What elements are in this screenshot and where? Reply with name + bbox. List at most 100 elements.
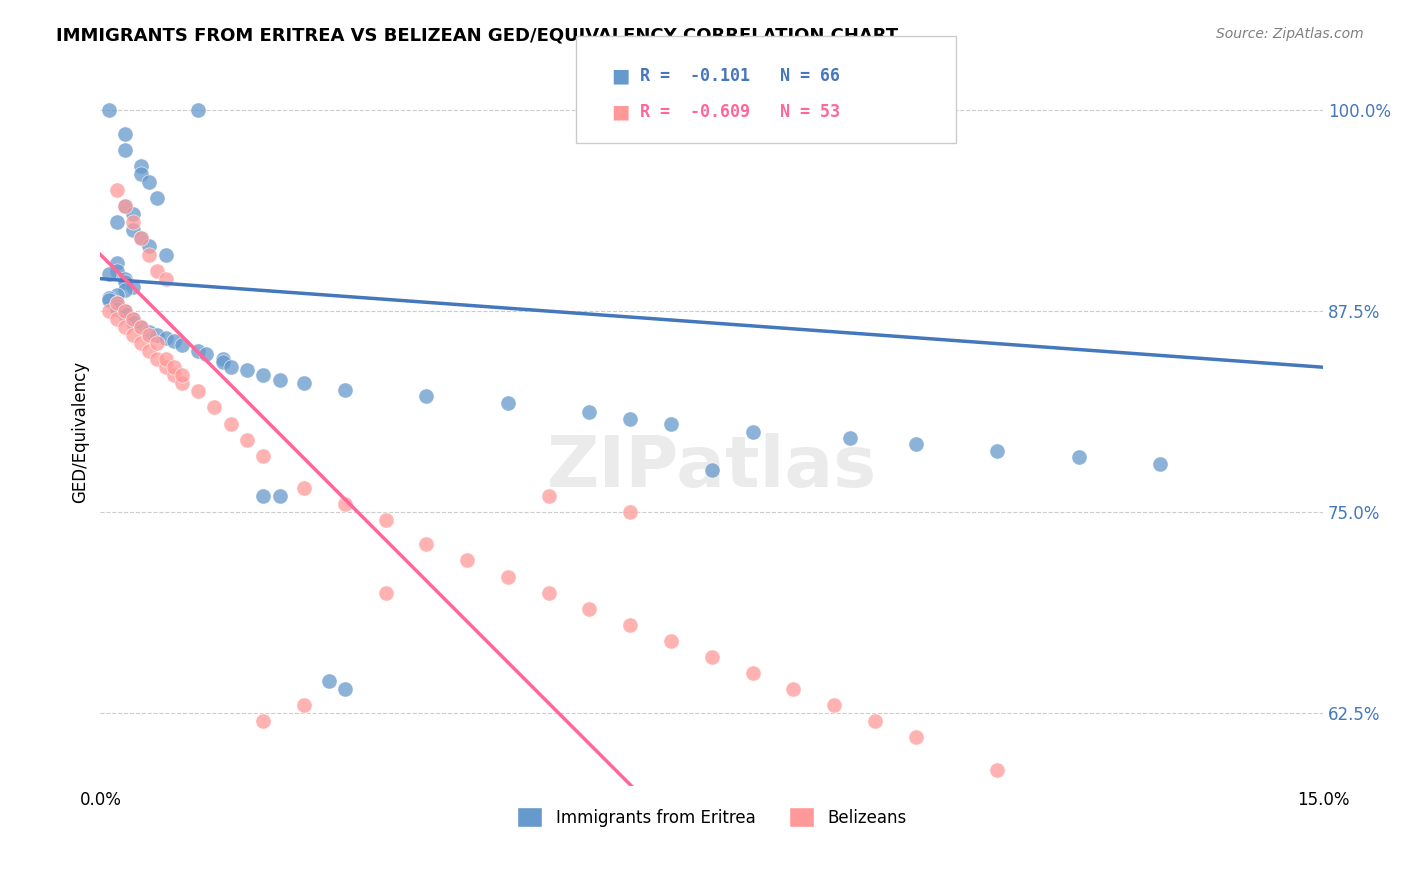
- Point: [138, 325, 160, 339]
- Point: [986, 444, 1008, 458]
- Point: [105, 287, 128, 301]
- Point: [138, 247, 160, 261]
- Point: [105, 299, 128, 313]
- Point: [333, 497, 356, 511]
- Point: [129, 320, 152, 334]
- Point: [155, 247, 177, 261]
- Point: [823, 698, 845, 713]
- Point: [146, 191, 169, 205]
- Point: [114, 275, 136, 289]
- Point: [122, 279, 145, 293]
- Point: [269, 489, 291, 503]
- Point: [146, 263, 169, 277]
- Point: [122, 315, 145, 329]
- Point: [105, 183, 128, 197]
- Y-axis label: GED/Equivalency: GED/Equivalency: [72, 360, 89, 503]
- Point: [333, 682, 356, 697]
- Point: [211, 352, 233, 367]
- Point: [187, 103, 209, 117]
- Point: [252, 449, 274, 463]
- Point: [97, 293, 120, 307]
- Point: [163, 360, 186, 375]
- Point: [122, 312, 145, 326]
- Point: [105, 215, 128, 229]
- Point: [195, 347, 218, 361]
- Point: [97, 291, 120, 305]
- Point: [105, 312, 128, 326]
- Point: [114, 283, 136, 297]
- Text: R =  -0.609   N = 53: R = -0.609 N = 53: [640, 103, 839, 120]
- Point: [333, 383, 356, 397]
- Point: [292, 376, 315, 391]
- Point: [211, 355, 233, 369]
- Point: [374, 585, 396, 599]
- Point: [187, 384, 209, 399]
- Point: [105, 263, 128, 277]
- Point: [114, 307, 136, 321]
- Point: [170, 368, 193, 383]
- Point: [1149, 457, 1171, 471]
- Point: [318, 674, 340, 689]
- Point: [155, 331, 177, 345]
- Point: [129, 167, 152, 181]
- Text: R =  -0.101   N = 66: R = -0.101 N = 66: [640, 67, 839, 85]
- Text: IMMIGRANTS FROM ERITREA VS BELIZEAN GED/EQUIVALENCY CORRELATION CHART: IMMIGRANTS FROM ERITREA VS BELIZEAN GED/…: [56, 27, 898, 45]
- Point: [578, 601, 600, 615]
- Point: [839, 431, 862, 445]
- Point: [105, 302, 128, 317]
- Point: [122, 215, 145, 229]
- Point: [292, 698, 315, 713]
- Text: ■: ■: [612, 103, 630, 121]
- Point: [146, 336, 169, 351]
- Point: [105, 295, 128, 310]
- Point: [170, 337, 193, 351]
- Legend: Immigrants from Eritrea, Belizeans: Immigrants from Eritrea, Belizeans: [510, 800, 912, 834]
- Point: [114, 143, 136, 157]
- Point: [219, 417, 242, 431]
- Point: [129, 336, 152, 351]
- Point: [659, 633, 682, 648]
- Point: [292, 481, 315, 495]
- Point: [986, 763, 1008, 777]
- Point: [578, 405, 600, 419]
- Point: [252, 489, 274, 503]
- Point: [659, 417, 682, 431]
- Text: ■: ■: [612, 67, 630, 86]
- Point: [1067, 450, 1090, 465]
- Point: [204, 401, 226, 415]
- Point: [105, 295, 128, 310]
- Point: [114, 271, 136, 285]
- Point: [236, 363, 259, 377]
- Point: [170, 376, 193, 391]
- Point: [496, 569, 519, 583]
- Point: [252, 368, 274, 383]
- Text: Source: ZipAtlas.com: Source: ZipAtlas.com: [1216, 27, 1364, 41]
- Point: [700, 650, 723, 665]
- Point: [97, 103, 120, 117]
- Point: [138, 328, 160, 343]
- Point: [537, 585, 560, 599]
- Text: ZIPatlas: ZIPatlas: [547, 433, 877, 501]
- Point: [374, 513, 396, 527]
- Point: [904, 437, 927, 451]
- Point: [138, 344, 160, 359]
- Point: [236, 433, 259, 447]
- Point: [252, 714, 274, 729]
- Point: [163, 334, 186, 349]
- Point: [782, 682, 804, 697]
- Point: [129, 231, 152, 245]
- Point: [619, 617, 641, 632]
- Point: [415, 389, 437, 403]
- Point: [155, 271, 177, 285]
- Point: [122, 328, 145, 343]
- Point: [700, 463, 723, 477]
- Point: [537, 489, 560, 503]
- Point: [97, 267, 120, 281]
- Point: [155, 360, 177, 375]
- Point: [269, 373, 291, 387]
- Point: [129, 159, 152, 173]
- Point: [114, 199, 136, 213]
- Point: [138, 239, 160, 253]
- Point: [122, 312, 145, 326]
- Point: [122, 207, 145, 221]
